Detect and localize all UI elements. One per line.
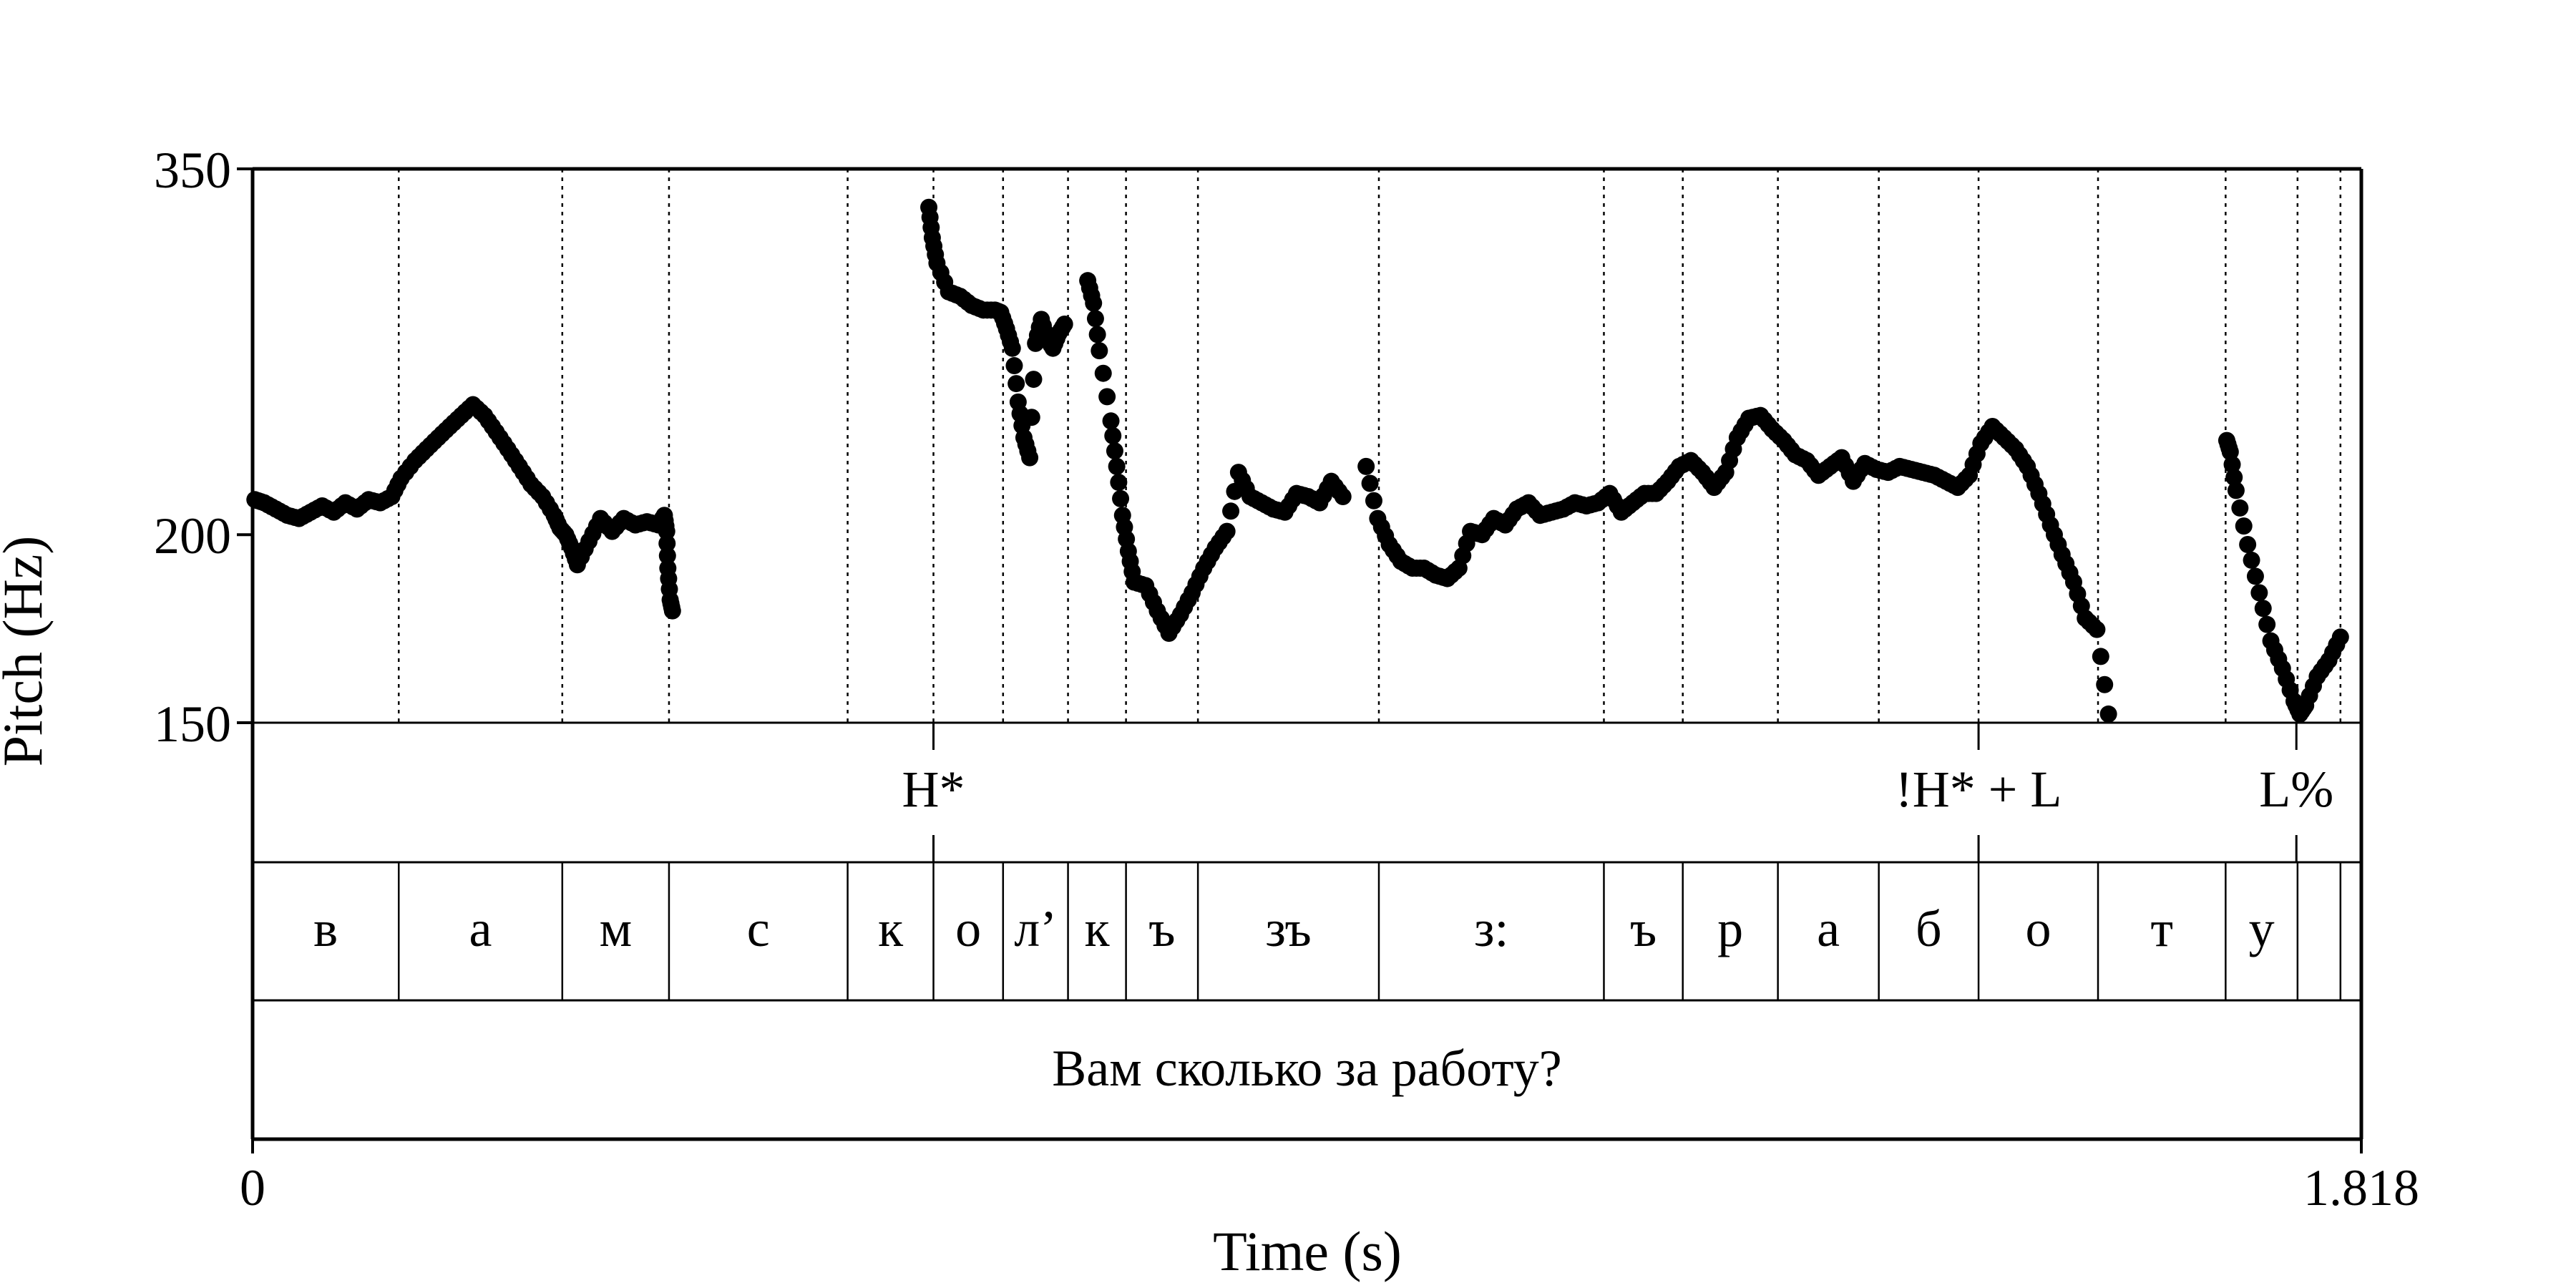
segment-label-8: ъ	[1148, 900, 1175, 957]
x-tick-label-end: 1.818	[2303, 1159, 2419, 1216]
pitch-point-119	[658, 547, 676, 565]
pitch-point-189	[1086, 310, 1104, 328]
segment-label-14: б	[1916, 900, 1942, 957]
pitch-point-461	[2231, 499, 2249, 517]
pitch-point-190	[1088, 326, 1106, 343]
pitch-point-464	[2243, 551, 2260, 569]
tone-label-1: !H* + L	[1896, 761, 2062, 818]
x-axis-label: Time (s)	[1213, 1220, 1402, 1282]
pitch-point-199	[1112, 489, 1130, 507]
pitch-point-194	[1102, 412, 1120, 430]
pitch-point-191	[1091, 342, 1108, 360]
pitch-point-467	[2254, 600, 2272, 618]
pitch-point-117	[658, 522, 675, 540]
segment-label-1: а	[469, 900, 492, 957]
pitch-point-457	[2221, 443, 2239, 461]
pitch-point-261	[1357, 457, 1375, 475]
y-tick-label-350: 350	[154, 142, 231, 199]
pitch-point-490	[2331, 628, 2349, 646]
pitch-points	[246, 198, 2349, 723]
pitch-point-231	[1222, 502, 1240, 520]
segment-label-4: к	[878, 900, 904, 957]
pitch-point-463	[2239, 536, 2257, 554]
pitch-point-263	[1365, 492, 1382, 509]
segment-label-3: с	[747, 900, 770, 957]
pitch-point-460	[2227, 482, 2245, 499]
pitch-point-468	[2258, 615, 2276, 633]
pitch-point-157	[1003, 339, 1021, 357]
segment-label-13: а	[1817, 900, 1840, 957]
pitch-point-159	[1008, 375, 1025, 393]
segment-label-10: з:	[1474, 900, 1508, 957]
segment-label-2: м	[600, 900, 633, 957]
pitch-point-188	[1085, 294, 1103, 312]
pitch-point-118	[658, 535, 676, 552]
pitch-point-450	[2088, 620, 2106, 638]
pitch-point-197	[1108, 457, 1126, 475]
y-tick-label-150: 150	[154, 696, 231, 753]
pitch-point-168	[1025, 371, 1043, 389]
segment-label-7: к	[1085, 900, 1111, 957]
pitch-point-126	[663, 602, 681, 620]
pitch-panel: 150 200 350	[154, 142, 2363, 1139]
pitch-point-465	[2246, 567, 2264, 585]
pitch-point-167	[1023, 409, 1040, 426]
pitch-point-184	[1055, 315, 1073, 333]
segment-label-11: ъ	[1630, 900, 1657, 957]
pitch-point-166	[1021, 449, 1039, 467]
pitch-point-466	[2250, 584, 2268, 602]
pitch-point-193	[1098, 388, 1116, 406]
segment-label-12: р	[1717, 900, 1743, 957]
segment-label-5: о	[955, 900, 981, 957]
segment-label-9: зъ	[1265, 900, 1311, 957]
pitch-point-458	[2223, 456, 2241, 474]
pitch-point-196	[1106, 442, 1123, 460]
pitch-point-198	[1110, 474, 1128, 492]
pitch-point-195	[1104, 427, 1122, 445]
y-axis-label: Pitch (Hz)	[0, 536, 54, 767]
y-tick-label-200: 200	[154, 507, 231, 565]
pitch-point-192	[1094, 364, 1112, 382]
pitch-point-262	[1361, 474, 1379, 492]
pitch-point-260	[1334, 487, 1352, 505]
axis-labels: Pitch (Hz) Time (s)	[0, 536, 1402, 1282]
tone-label-2: L%	[2259, 761, 2333, 818]
segment-label-17: у	[2249, 900, 2275, 957]
pitch-point-452	[2096, 675, 2114, 693]
segment-label-15: о	[2026, 900, 2051, 957]
tone-label-0: H*	[902, 761, 965, 818]
pitch-point-459	[2225, 469, 2243, 487]
segment-label-16: т	[2150, 900, 2172, 957]
segment-boundaries	[397, 169, 2342, 1000]
segment-label-6: л’	[1014, 900, 1057, 957]
segment-label-0: в	[313, 900, 338, 957]
x-tick-label-start: 0	[240, 1159, 265, 1216]
pitch-point-451	[2092, 648, 2109, 665]
pitch-point-230	[1218, 522, 1236, 540]
pitch-point-158	[1005, 357, 1023, 375]
pitch-point-462	[2235, 517, 2253, 535]
pitch-point-453	[2099, 705, 2117, 723]
sentence-label: Вам сколько за работу?	[1052, 1040, 1561, 1097]
